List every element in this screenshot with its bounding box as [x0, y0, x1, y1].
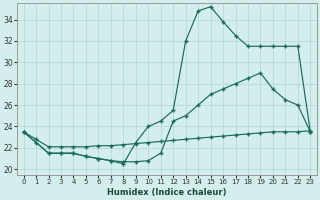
X-axis label: Humidex (Indice chaleur): Humidex (Indice chaleur) — [107, 188, 227, 197]
